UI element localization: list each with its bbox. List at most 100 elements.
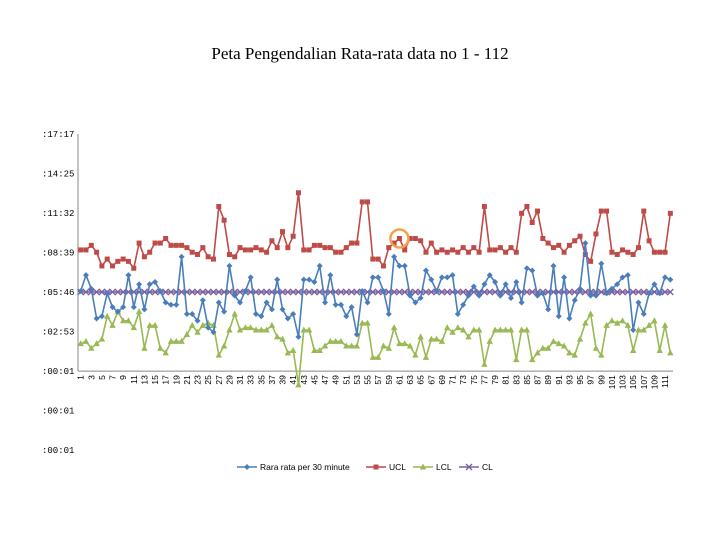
data-point: [290, 233, 296, 239]
x-tick-label: 65: [416, 375, 426, 385]
data-point: [604, 208, 610, 214]
data-point: [321, 342, 329, 349]
data-point: [475, 326, 483, 333]
x-tick-label: 109: [649, 375, 659, 389]
data-point: [279, 306, 286, 313]
legend-label: Rara rata per 30 minute: [260, 462, 350, 472]
data-point: [146, 281, 153, 288]
data-point: [592, 344, 600, 351]
data-point: [523, 265, 530, 272]
data-point: [359, 199, 365, 205]
y-tick-label: :05:46: [42, 288, 74, 298]
data-point: [624, 321, 632, 328]
series-line-ucl: [80, 192, 672, 270]
data-point: [295, 190, 301, 196]
data-point: [572, 238, 578, 244]
data-point: [422, 267, 429, 274]
legend-item-cl: CL: [459, 462, 493, 472]
data-point: [152, 278, 159, 285]
data-point: [200, 245, 206, 251]
data-point: [168, 242, 174, 248]
data-point: [305, 288, 313, 296]
data-point: [502, 326, 509, 333]
data-point: [507, 294, 514, 301]
data-point: [454, 310, 461, 317]
data-point: [242, 247, 248, 253]
data-point: [310, 288, 318, 296]
y-tick-label: :08:39: [42, 248, 74, 258]
data-point: [412, 351, 419, 358]
x-tick-label: 71: [448, 375, 458, 385]
data-point: [465, 333, 472, 340]
x-tick-label: 37: [267, 375, 277, 385]
data-point: [438, 274, 445, 281]
legend-item-ucl: UCL: [366, 462, 406, 472]
y-tick-label: :14:25: [42, 169, 74, 179]
data-point: [300, 276, 307, 283]
data-point: [258, 313, 265, 320]
x-tick-label: 79: [490, 375, 500, 385]
data-point: [146, 321, 153, 328]
data-point: [486, 337, 493, 344]
data-point: [353, 342, 361, 349]
data-point: [300, 326, 307, 333]
data-point: [661, 288, 669, 296]
data-point: [263, 299, 270, 306]
data-point: [280, 229, 286, 235]
data-point: [614, 252, 620, 258]
data-point: [544, 344, 552, 351]
data-point: [279, 335, 286, 342]
data-point: [83, 247, 89, 253]
x-tick-label: 23: [193, 375, 203, 385]
x-tick-label: 95: [575, 375, 585, 385]
data-point: [109, 321, 116, 328]
data-point: [216, 203, 222, 209]
data-point: [99, 263, 105, 269]
data-point: [162, 349, 169, 356]
data-point: [215, 288, 223, 296]
data-point: [184, 245, 190, 251]
data-point: [614, 319, 621, 326]
data-point: [449, 272, 456, 279]
legend-label: LCL: [436, 462, 452, 472]
data-point: [317, 242, 323, 248]
data-point: [316, 347, 323, 354]
data-point: [242, 288, 249, 295]
data-point: [370, 256, 376, 262]
data-point: [396, 340, 403, 347]
data-point: [438, 337, 446, 344]
data-point: [88, 344, 95, 351]
data-point: [247, 324, 254, 331]
data-point: [651, 249, 657, 255]
data-point: [199, 297, 206, 304]
data-point: [337, 337, 345, 344]
data-point: [395, 288, 403, 296]
legend-marker: [465, 463, 473, 471]
data-point: [545, 306, 552, 313]
data-point: [582, 319, 589, 326]
data-point: [486, 272, 493, 279]
data-point: [188, 288, 196, 296]
data-point: [593, 231, 599, 237]
x-tick-label: 25: [203, 375, 213, 385]
data-point: [657, 249, 663, 255]
data-point: [173, 301, 180, 308]
data-point: [396, 262, 403, 269]
data-point: [539, 344, 547, 351]
data-point: [157, 344, 164, 351]
data-point: [306, 247, 312, 253]
data-point: [365, 199, 371, 205]
data-point: [577, 233, 583, 239]
data-point: [252, 288, 260, 296]
data-point: [337, 288, 345, 296]
data-point: [614, 281, 621, 288]
data-point: [236, 288, 244, 296]
data-point: [497, 292, 504, 299]
data-point: [210, 288, 217, 296]
x-tick-label: 17: [161, 375, 171, 385]
data-point: [656, 347, 663, 354]
data-point: [349, 240, 355, 246]
data-point: [422, 288, 430, 296]
data-point: [163, 235, 169, 241]
